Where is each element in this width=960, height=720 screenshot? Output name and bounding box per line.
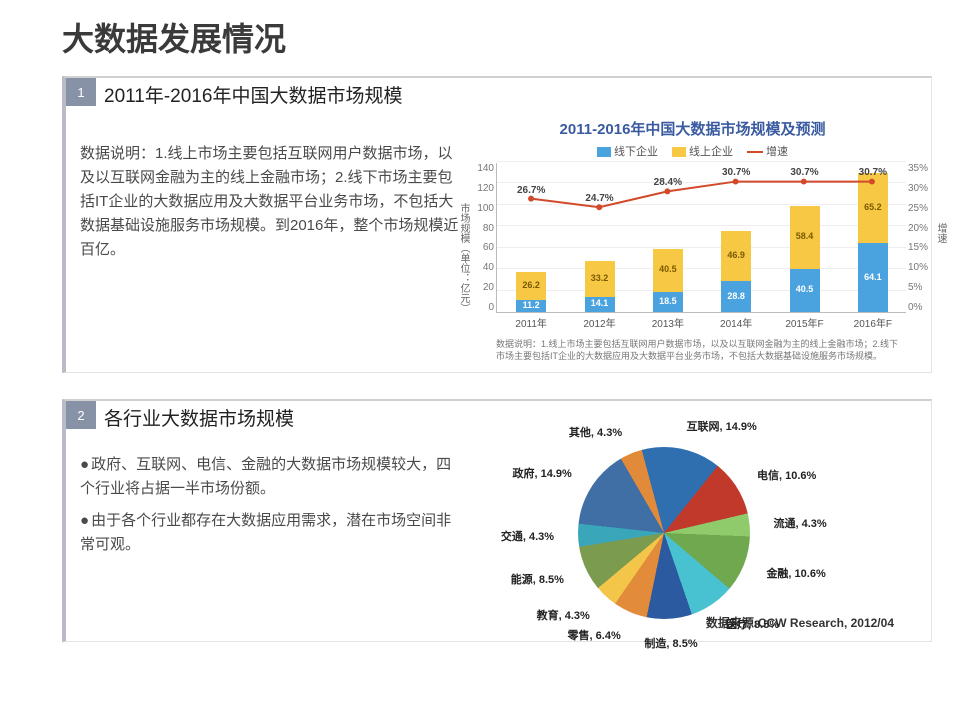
bar-column: 58.440.5 xyxy=(790,206,820,312)
x-axis-label: 2016年F xyxy=(853,315,893,330)
panel2-bullets: ●政府、互联网、电信、金融的大数据市场规模较大，四个行业将占据一半市场份额。 ●由… xyxy=(80,441,460,631)
growth-label: 26.7% xyxy=(517,185,545,196)
pie-label: 互联网, 14.9% xyxy=(687,418,757,434)
y-axis-right: 35%30%25%20%15%10%5%0% xyxy=(908,163,934,313)
bullet-item: ●由于各个行业都存在大数据应用需求，潜在市场空间非常可观。 xyxy=(80,509,460,557)
panel-heading-2: 各行业大数据市场规模 xyxy=(104,404,294,431)
panel1-description: 数据说明：1.线上市场主要包括互联网用户数据市场，以及以互联网金融为主的线上金融… xyxy=(80,118,460,362)
growth-label: 28.4% xyxy=(654,177,682,188)
x-axis-label: 2012年 xyxy=(580,315,620,330)
panel-industry: 2 各行业大数据市场规模 ●政府、互联网、电信、金融的大数据市场规模较大，四个行… xyxy=(62,399,932,642)
pie-label: 政府, 14.9% xyxy=(512,465,571,481)
legend-item: 线下企业 xyxy=(597,143,658,159)
pie-chart-container: 数据来源:CCW Research, 2012/04 互联网, 14.9%电信,… xyxy=(460,441,917,631)
y-axis-right-label: 增速 xyxy=(933,223,948,243)
x-axis-label: 2014年 xyxy=(716,315,756,330)
x-axis-label: 2011年 xyxy=(511,315,551,330)
pie-label: 交通, 4.3% xyxy=(501,528,554,544)
page-title: 大数据发展情况 xyxy=(0,0,960,68)
pie-label: 零售, 6.4% xyxy=(568,627,621,643)
pie-label: 其他, 4.3% xyxy=(569,424,622,440)
bar-column: 33.214.1 xyxy=(585,261,615,312)
pie-chart: 数据来源:CCW Research, 2012/04 互联网, 14.9%电信,… xyxy=(468,441,898,631)
bar-chart-title: 2011-2016年中国大数据市场规模及预测 xyxy=(468,118,917,139)
growth-label: 24.7% xyxy=(585,193,613,204)
x-axis-label: 2015年F xyxy=(785,315,825,330)
growth-label: 30.7% xyxy=(859,167,887,178)
panel-market-size: 1 2011年-2016年中国大数据市场规模 数据说明：1.线上市场主要包括互联… xyxy=(62,76,932,373)
bar-chart: 市场规模（单位：亿元） 增速 140120100806040200 35%30%… xyxy=(496,163,906,333)
panel-number-2: 2 xyxy=(66,401,96,429)
x-axis-label: 2013年 xyxy=(648,315,688,330)
pie-label: 能源, 8.5% xyxy=(511,571,564,587)
panel-number-1: 1 xyxy=(66,78,96,106)
pie-label: 制造, 8.5% xyxy=(644,635,697,651)
y-axis-left: 140120100806040200 xyxy=(472,163,494,313)
pie-label: 电信, 10.6% xyxy=(757,467,816,483)
panel-heading-1: 2011年-2016年中国大数据市场规模 xyxy=(104,81,402,108)
bar-column: 46.928.8 xyxy=(721,231,751,312)
pie-label: 金融, 10.6% xyxy=(766,565,825,581)
bar-chart-footnote: 数据说明：1.线上市场主要包括互联网用户数据市场，以及以互联网金融为主的线上金融… xyxy=(496,339,906,362)
growth-label: 30.7% xyxy=(722,167,750,178)
legend-item: 增速 xyxy=(747,143,788,159)
pie-label: 教育, 4.3% xyxy=(537,607,590,623)
growth-label: 30.7% xyxy=(790,167,818,178)
y-axis-left-label: 市场规模（单位：亿元） xyxy=(456,203,471,313)
plot-area: 26.211.22011年26.7%33.214.12012年24.7%40.5… xyxy=(496,163,906,313)
bar-chart-container: 2011-2016年中国大数据市场规模及预测 线下企业线上企业增速 市场规模（单… xyxy=(460,118,917,362)
pie-disc xyxy=(578,447,750,619)
bar-column: 26.211.2 xyxy=(516,272,546,312)
pie-label: 医疗, 8.5% xyxy=(726,616,779,632)
bar-chart-legend: 线下企业线上企业增速 xyxy=(468,143,917,159)
pie-label: 流通, 4.3% xyxy=(774,515,827,531)
legend-item: 线上企业 xyxy=(672,143,733,159)
panel1-text: 数据说明：1.线上市场主要包括互联网用户数据市场，以及以互联网金融为主的线上金融… xyxy=(80,142,460,262)
bullet-item: ●政府、互联网、电信、金融的大数据市场规模较大，四个行业将占据一半市场份额。 xyxy=(80,453,460,501)
bar-column: 40.518.5 xyxy=(653,249,683,312)
bar-column: 65.264.1 xyxy=(858,173,888,312)
